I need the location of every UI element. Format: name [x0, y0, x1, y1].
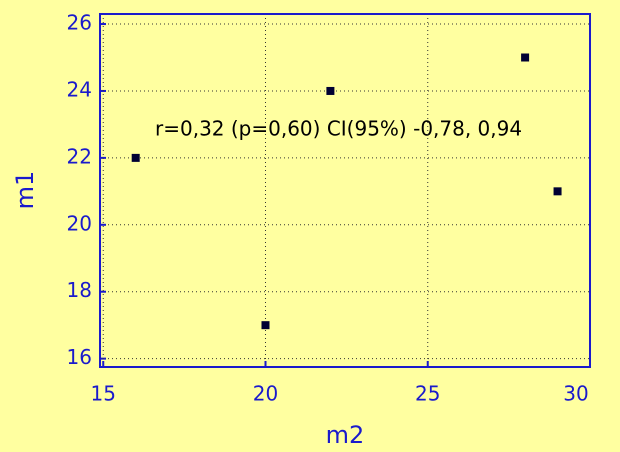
plot-border: [99, 13, 591, 368]
y-tick-label: 18: [67, 278, 92, 302]
point: [326, 86, 335, 95]
y-tick-label: 26: [67, 11, 92, 35]
point: [131, 153, 140, 162]
annotation: r=0,32 (p=0,60) CI(95%) -0,78, 0,94: [155, 117, 522, 141]
x-tick-label: 20: [253, 382, 278, 406]
x-axis-label: m2: [326, 421, 365, 449]
point: [261, 321, 270, 330]
point: [521, 53, 530, 62]
y-tick-label: 16: [67, 345, 92, 369]
y-tick-label: 24: [67, 77, 92, 101]
x-tick-label: 25: [415, 382, 440, 406]
y-tick-label: 20: [67, 211, 92, 235]
x-tick-label: 30: [563, 382, 588, 406]
y-tick-label: 22: [67, 144, 92, 168]
x-tick-label: 15: [91, 382, 116, 406]
y-axis-label: m1: [11, 171, 39, 210]
point: [553, 187, 562, 196]
